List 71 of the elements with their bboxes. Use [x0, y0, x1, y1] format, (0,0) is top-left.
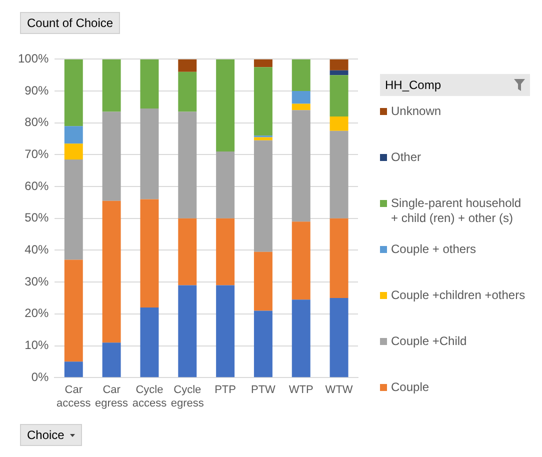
x-tick-label: Car egress [95, 384, 129, 410]
bar [330, 298, 348, 378]
bar [216, 59, 235, 152]
bar [178, 112, 197, 218]
x-tick-label: Cycle egress [170, 384, 204, 410]
bar [330, 218, 348, 298]
y-tick-label: 30% [24, 274, 50, 288]
bar [292, 59, 310, 92]
bar [254, 252, 272, 311]
bar [216, 285, 235, 378]
legend-label: Couple +children +others [391, 288, 526, 303]
y-tick-label: 10% [24, 338, 50, 352]
bar [140, 59, 159, 109]
y-tick-label: 0% [31, 370, 50, 384]
y-tick-label: 80% [24, 115, 50, 130]
bar [330, 75, 348, 117]
bar [254, 310, 272, 378]
bar [292, 222, 310, 300]
x-tick-label: WTP [288, 384, 314, 396]
chart-title: Count of Choice [20, 12, 120, 34]
bar [178, 285, 197, 378]
legend-label: Unknown [391, 104, 442, 119]
bar [330, 130, 348, 218]
legend-label: Single-parent household + child (ren) + other (s) [391, 196, 522, 226]
x-tick-label: WTW [325, 384, 354, 396]
x-tick-label: PTW [250, 384, 276, 396]
legend-label: Couple +Child [391, 334, 467, 349]
bar [102, 112, 121, 201]
y-tick-label: 40% [24, 242, 50, 257]
y-tick-label: 50% [24, 210, 50, 225]
bar [64, 260, 83, 362]
legend-label: Couple [391, 380, 430, 395]
bar [102, 59, 121, 112]
bar [330, 70, 348, 76]
x-tick-label: PTP [214, 384, 236, 396]
y-tick-label: 100% [18, 52, 50, 66]
bar [178, 59, 197, 72]
bar [254, 137, 272, 140]
bar [292, 91, 310, 104]
bar [292, 104, 310, 110]
bar [254, 67, 272, 136]
bar [178, 218, 197, 286]
bar [216, 218, 235, 286]
bar [216, 152, 235, 218]
bar [330, 59, 348, 70]
bar [64, 126, 83, 144]
bar [64, 144, 83, 160]
y-tick-label: 90% [24, 83, 50, 98]
bar [254, 59, 272, 68]
bar [140, 199, 159, 308]
bar [140, 108, 159, 200]
y-tick-label: 60% [24, 178, 50, 193]
legend-label: Other [391, 150, 422, 165]
bar [330, 116, 348, 131]
bar [102, 342, 121, 378]
y-tick-label: 20% [24, 306, 50, 320]
legend-label: Couple + others [391, 242, 476, 257]
legend-title: HH_Comp [385, 78, 442, 92]
bar [292, 110, 310, 222]
y-tick-label: 70% [24, 147, 50, 162]
bar [64, 362, 83, 378]
bar [254, 140, 272, 252]
bar [140, 308, 159, 378]
x-axis-title: Choice [27, 428, 64, 442]
bar [292, 300, 310, 378]
bar [102, 200, 121, 343]
bar [178, 72, 197, 112]
x-tick-label: Car access [56, 384, 92, 410]
x-tick-label: Cycle access [132, 384, 168, 410]
bar [64, 159, 83, 260]
bar [64, 59, 83, 126]
